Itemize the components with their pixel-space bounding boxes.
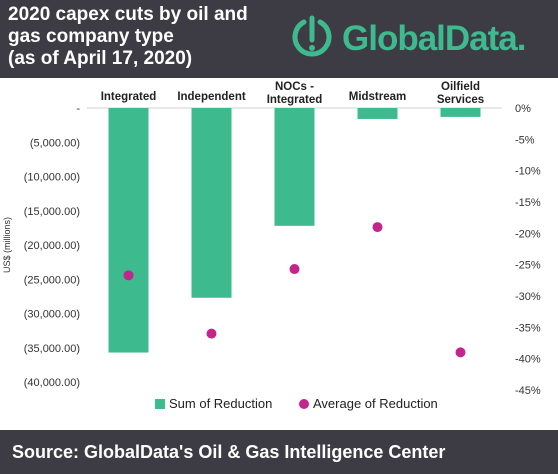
category-label: Independent <box>177 91 246 103</box>
category-label: NOCs - <box>275 81 314 93</box>
bar <box>440 108 481 117</box>
y2-tick-label: -40% <box>515 354 541 366</box>
bar <box>357 108 398 119</box>
legend-label-sum: Sum of Reduction <box>169 396 272 411</box>
category-label: Integrated <box>267 94 323 106</box>
title-line-1: 2020 capex cuts by oil and <box>8 4 248 25</box>
category-label: Midstream <box>349 91 407 103</box>
average-dot <box>206 328 217 339</box>
y2-tick-label: -45% <box>515 385 541 397</box>
y-tick-label: (5,000.00) <box>30 137 80 149</box>
title-line-2: gas company type <box>8 26 174 47</box>
y2-tick-label: -5% <box>515 134 535 146</box>
y-tick-label: (30,000.00) <box>24 309 80 321</box>
category-label: Oilfield <box>441 81 480 93</box>
category-label: Services <box>437 94 484 106</box>
y2-tick-label: 0% <box>515 103 531 115</box>
y2-tick-label: -25% <box>515 260 541 272</box>
bar <box>108 108 149 353</box>
header-banner: 2020 capex cuts by oil and gas company t… <box>0 0 558 78</box>
y-tick-label: (25,000.00) <box>24 274 80 286</box>
legend-swatch-sum <box>155 399 165 409</box>
y2-tick-label: -35% <box>515 322 541 334</box>
average-dot <box>123 270 134 281</box>
footer-banner: Source: GlobalData's Oil & Gas Intellige… <box>0 430 558 474</box>
category-label: Integrated <box>101 91 157 103</box>
y-tick-label: (20,000.00) <box>24 240 80 252</box>
average-dot <box>372 222 383 233</box>
y2-tick-label: -10% <box>515 166 541 178</box>
brand: GlobalData. <box>286 10 551 68</box>
chart-area: - (5,000.00) (10,000.00) (15,000.00) (20,000… <box>0 78 558 430</box>
capex-chart: - (5,000.00) (10,000.00) (15,000.00) (20,000… <box>2 81 541 411</box>
y-axis-title: US$ (millions) <box>2 217 12 273</box>
y2-tick-label: -30% <box>515 291 541 303</box>
average-dot <box>289 264 300 275</box>
average-dot <box>455 347 466 358</box>
y-tick-label: (35,000.00) <box>24 343 80 355</box>
y-tick-label: (15,000.00) <box>24 206 80 218</box>
title-line-3: (as of April 17, 2020) <box>8 48 193 69</box>
chart-title: 2020 capex cuts by oil and gas company t… <box>8 4 308 70</box>
legend-label-average: Average of Reduction <box>313 396 438 411</box>
source-note: Source: GlobalData's Oil & Gas Intellige… <box>12 442 446 462</box>
globaldata-logo-icon <box>292 15 332 57</box>
bar <box>191 108 232 298</box>
brand-name: GlobalData. <box>342 19 526 58</box>
y2-tick-label: -15% <box>515 197 541 209</box>
y-tick-label: (10,000.00) <box>24 172 80 184</box>
legend-swatch-average <box>299 399 309 409</box>
y-tick-label: (40,000.00) <box>24 377 80 389</box>
y2-tick-label: -20% <box>515 228 541 240</box>
y-tick-label: - <box>76 103 80 115</box>
bar <box>274 108 315 226</box>
